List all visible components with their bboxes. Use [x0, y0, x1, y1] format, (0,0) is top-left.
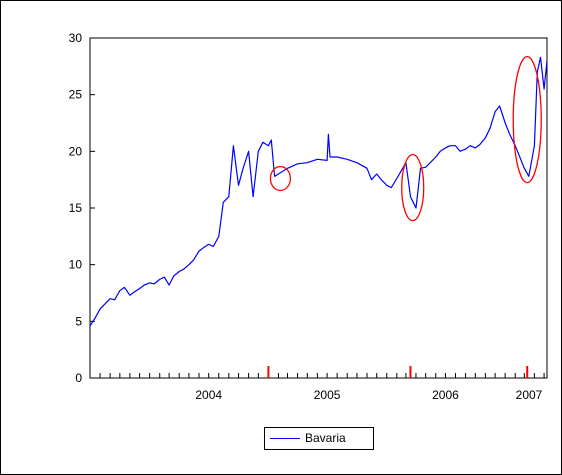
x-tick-label-2004: 2004 — [195, 388, 222, 402]
series-layer — [89, 56, 548, 327]
y-tick-label-15: 15 — [69, 201, 83, 215]
event-spikes — [267, 366, 529, 378]
y-tick-label-0: 0 — [75, 371, 82, 385]
x-tick-label-2006: 2006 — [432, 388, 459, 402]
x-tick-label-2007: 2007 — [516, 388, 543, 402]
y-tick-label-20: 20 — [69, 144, 83, 158]
y-tick-label-30: 30 — [69, 31, 83, 45]
highlight-markers — [269, 55, 542, 222]
y-tick-label-5: 5 — [75, 314, 82, 328]
plot-area-border — [89, 37, 548, 379]
y-tick-label-25: 25 — [69, 88, 83, 102]
highlight-ellipse-1 — [269, 165, 292, 192]
highlight-ellipse-2 — [401, 153, 425, 222]
legend-label-bavaria: Bavaria — [305, 431, 346, 445]
tick-labels: 0 5 10 15 20 25 30 2004 2005 2006 2007 — [69, 31, 543, 402]
x-tick-label-2005: 2005 — [314, 388, 341, 402]
chart-axes — [89, 37, 548, 379]
series-line-bavaria — [89, 56, 548, 327]
legend-swatch-bavaria — [270, 438, 300, 439]
legend: Bavaria — [264, 427, 374, 450]
y-tick-label-10: 10 — [69, 258, 83, 272]
highlight-ellipse-3 — [512, 55, 542, 184]
